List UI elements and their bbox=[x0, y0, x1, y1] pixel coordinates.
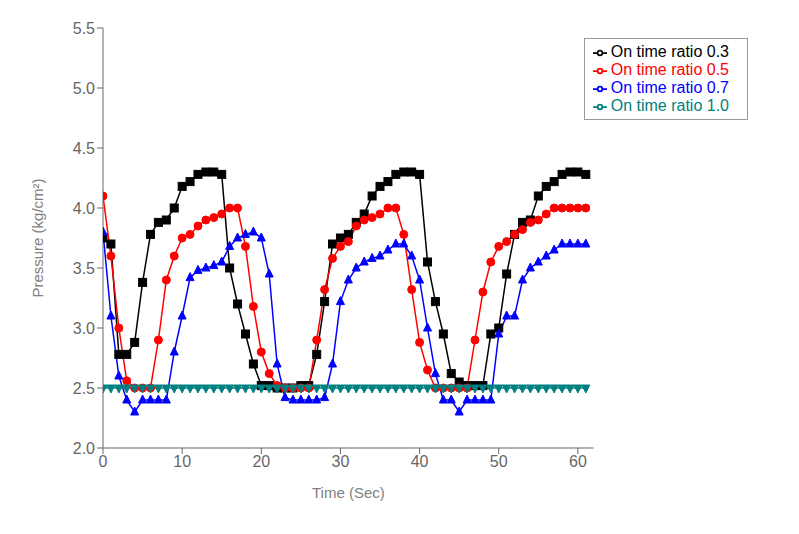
svg-text:3.5: 3.5 bbox=[73, 260, 95, 277]
html-text:On time ratio 0.5: On time ratio 0.5 bbox=[610, 61, 729, 78]
svg-text:60: 60 bbox=[569, 453, 587, 470]
svg-text:3.0: 3.0 bbox=[73, 320, 95, 337]
svg-text:Pressure (kg/cm²): Pressure (kg/cm²) bbox=[29, 178, 46, 297]
svg-text:20: 20 bbox=[252, 453, 270, 470]
svg-text:4.5: 4.5 bbox=[73, 140, 95, 157]
svg-text:2.5: 2.5 bbox=[73, 380, 95, 397]
svg-text:40: 40 bbox=[411, 453, 429, 470]
svg-text:5.0: 5.0 bbox=[73, 80, 95, 97]
svg-text:30: 30 bbox=[332, 453, 350, 470]
html-text:On time ratio 0.3: On time ratio 0.3 bbox=[610, 43, 729, 60]
svg-text:5.5: 5.5 bbox=[73, 20, 95, 37]
svg-text:4.0: 4.0 bbox=[73, 200, 95, 217]
svg-text:2.0: 2.0 bbox=[73, 440, 95, 457]
html-text:On time ratio 1.0: On time ratio 1.0 bbox=[610, 97, 729, 114]
svg-text:0: 0 bbox=[99, 453, 108, 470]
svg-text:10: 10 bbox=[173, 453, 191, 470]
svg-text:50: 50 bbox=[490, 453, 508, 470]
html-text:On time ratio 0.7: On time ratio 0.7 bbox=[610, 79, 729, 96]
svg-text:Time (Sec): Time (Sec) bbox=[312, 484, 385, 501]
